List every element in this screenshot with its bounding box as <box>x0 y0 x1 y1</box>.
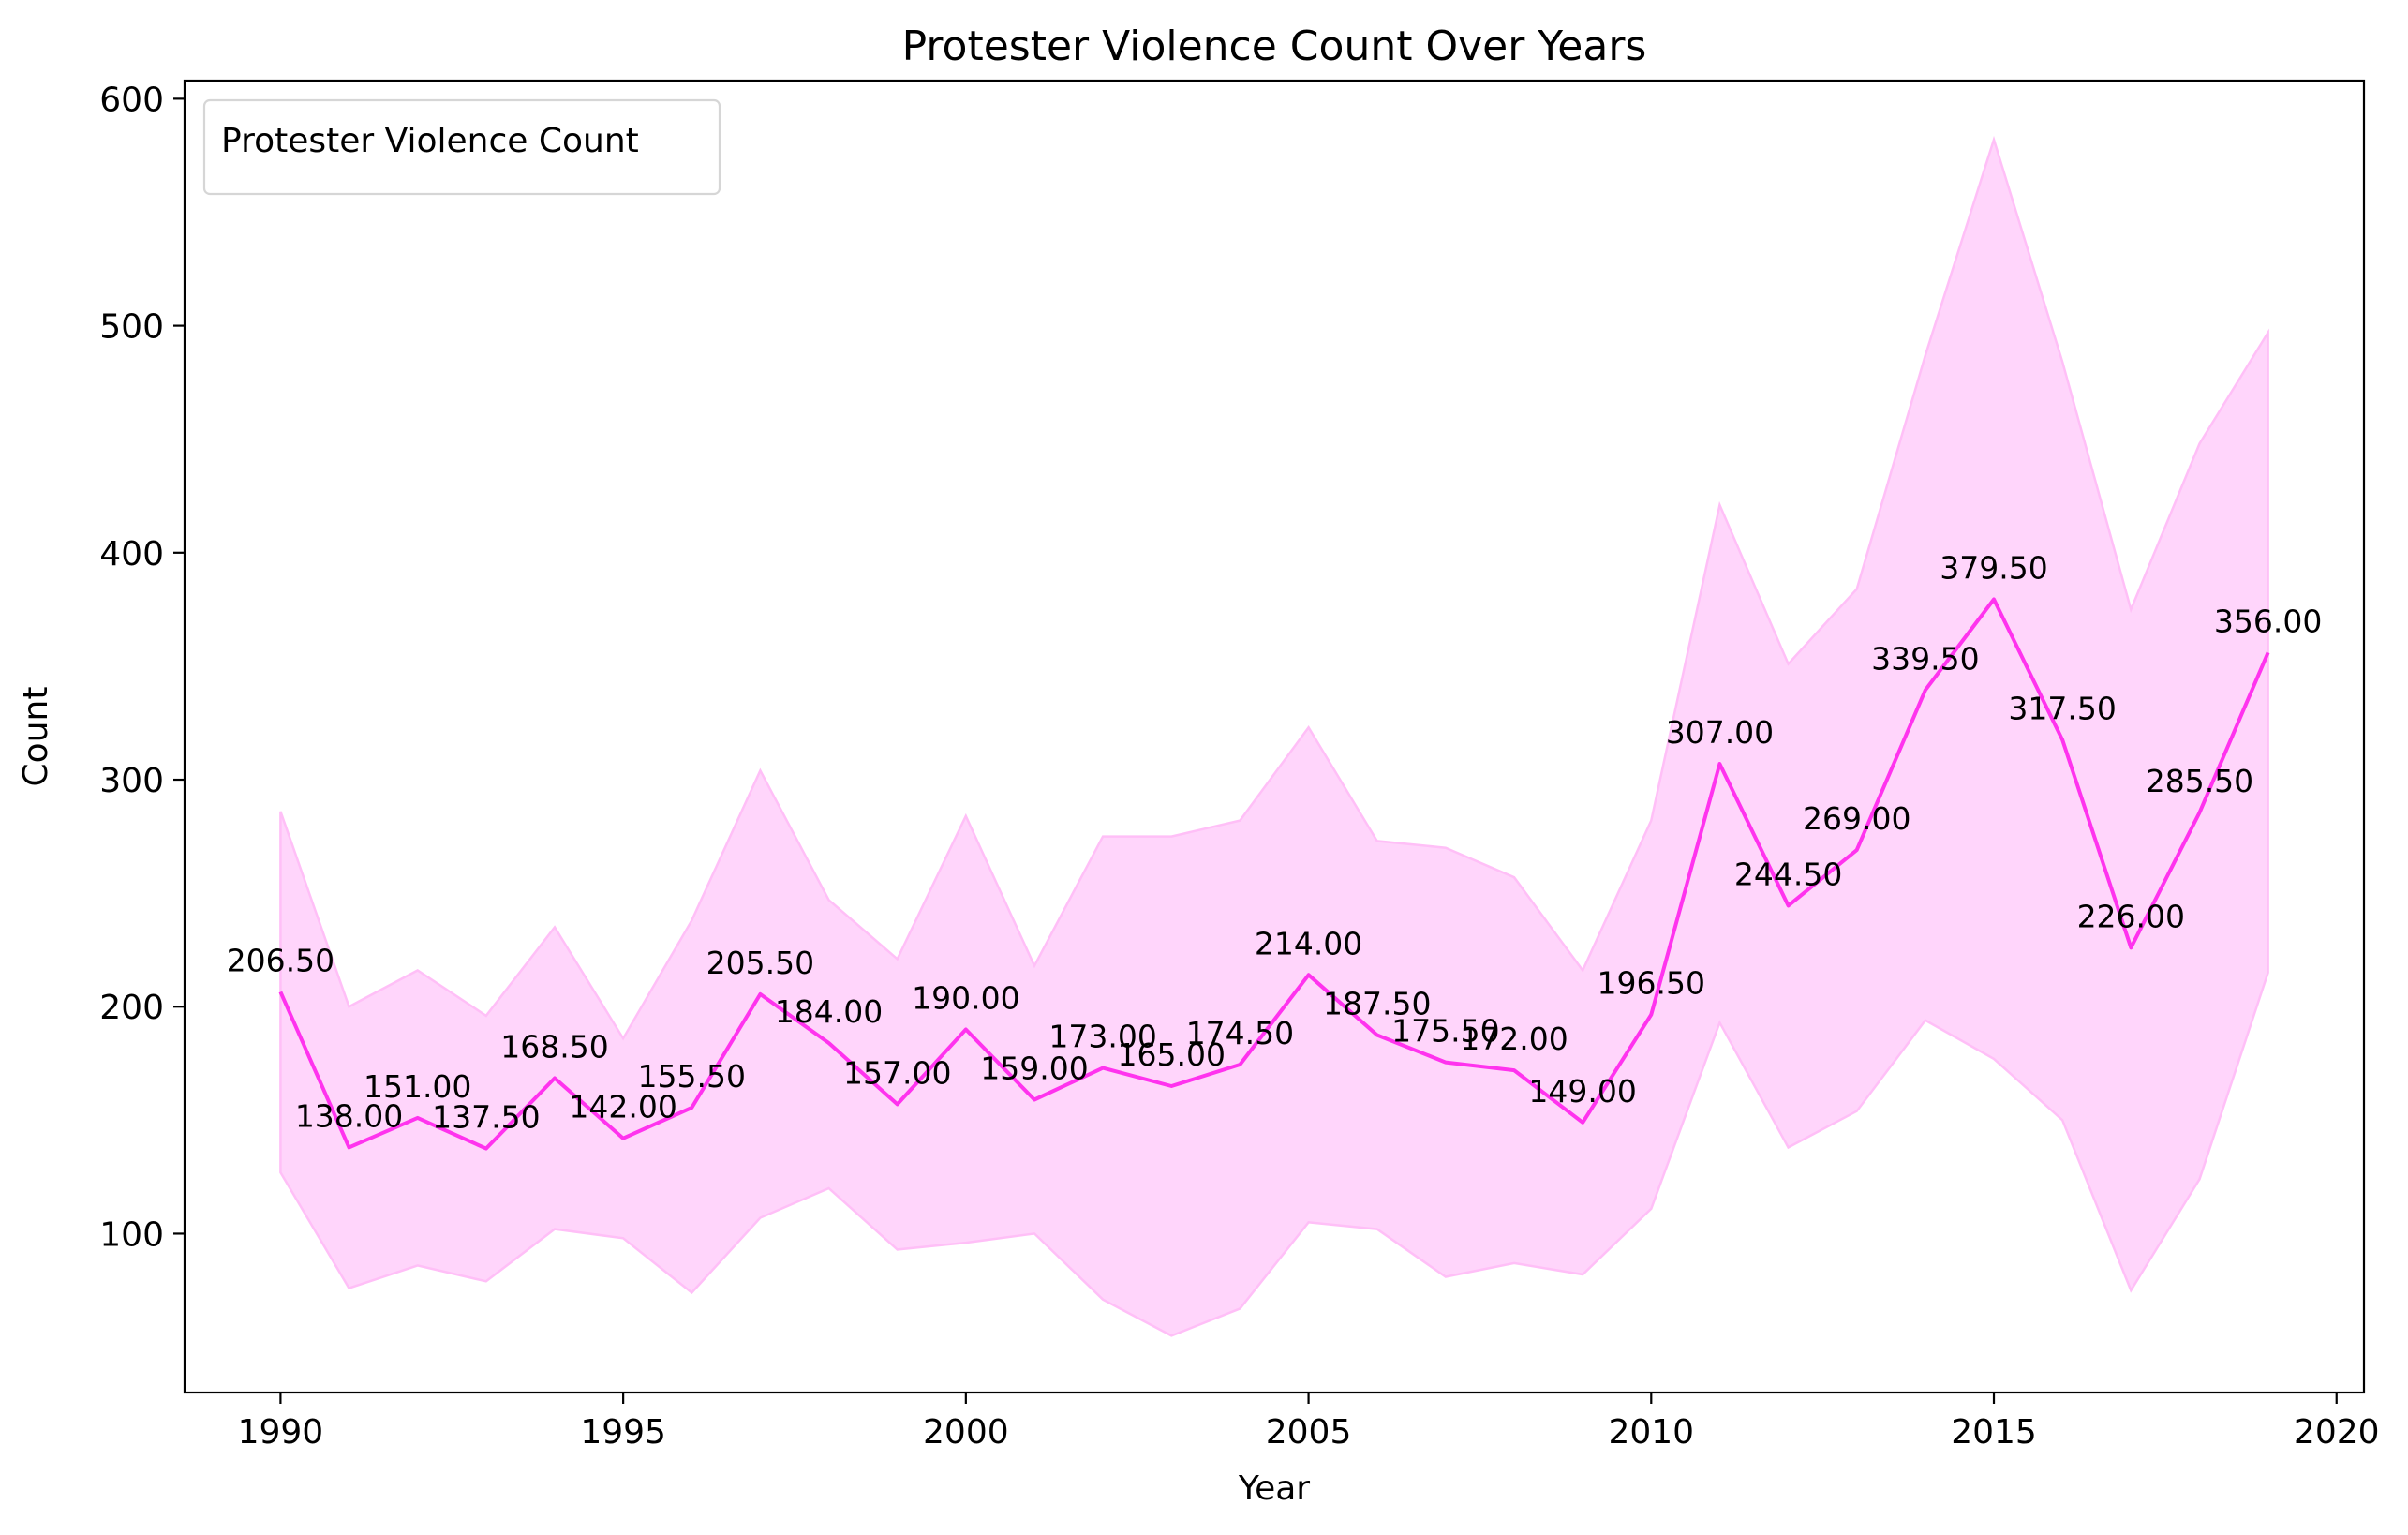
x-axis-label: Year <box>1238 1469 1310 1508</box>
data-label: 190.00 <box>912 979 1019 1016</box>
data-label: 155.50 <box>638 1058 746 1095</box>
data-label: 168.50 <box>500 1029 608 1066</box>
data-label: 339.50 <box>1871 640 1979 677</box>
x-tick-label: 1990 <box>238 1413 324 1452</box>
legend-title: Protester Violence Count <box>221 122 639 160</box>
data-label: 149.00 <box>1528 1073 1636 1110</box>
confidence-band <box>280 140 2267 1335</box>
x-tick-label: 2010 <box>1608 1413 1694 1452</box>
data-label: 196.50 <box>1598 965 1705 1002</box>
data-label: 159.00 <box>980 1051 1088 1087</box>
data-label: 214.00 <box>1255 925 1362 961</box>
data-label: 174.50 <box>1186 1015 1294 1051</box>
x-tick-label: 2020 <box>2294 1413 2380 1452</box>
x-tick-label: 2005 <box>1266 1413 1352 1452</box>
data-label: 205.50 <box>706 945 814 981</box>
data-label: 379.50 <box>1940 549 2047 586</box>
data-label: 285.50 <box>2146 763 2253 799</box>
data-label: 356.00 <box>2214 603 2322 639</box>
data-label: 244.50 <box>1734 856 1842 892</box>
data-label: 137.50 <box>432 1099 540 1136</box>
y-tick-label: 100 <box>99 1215 164 1254</box>
data-label: 184.00 <box>775 993 883 1030</box>
y-tick-label: 500 <box>99 308 164 347</box>
data-label: 206.50 <box>227 942 334 978</box>
data-label: 157.00 <box>843 1054 951 1091</box>
y-tick-label: 400 <box>99 535 164 574</box>
data-label: 269.00 <box>1803 800 1910 837</box>
data-label: 226.00 <box>2077 898 2185 934</box>
y-tick-label: 200 <box>99 989 164 1027</box>
y-axis-label: Count <box>17 687 55 787</box>
x-tick-label: 2000 <box>923 1413 1009 1452</box>
x-tick-label: 2015 <box>1951 1413 2037 1452</box>
y-tick-label: 600 <box>99 81 164 119</box>
y-tick-label: 300 <box>99 762 164 800</box>
data-label: 317.50 <box>2008 691 2116 727</box>
data-label: 307.00 <box>1666 714 1774 751</box>
data-label: 172.00 <box>1460 1021 1568 1057</box>
chart-title: Protester Violence Count Over Years <box>902 22 1647 70</box>
confidence-band-layer <box>280 140 2267 1335</box>
x-tick-label: 1995 <box>580 1413 666 1452</box>
legend: Protester Violence Count <box>204 100 720 194</box>
